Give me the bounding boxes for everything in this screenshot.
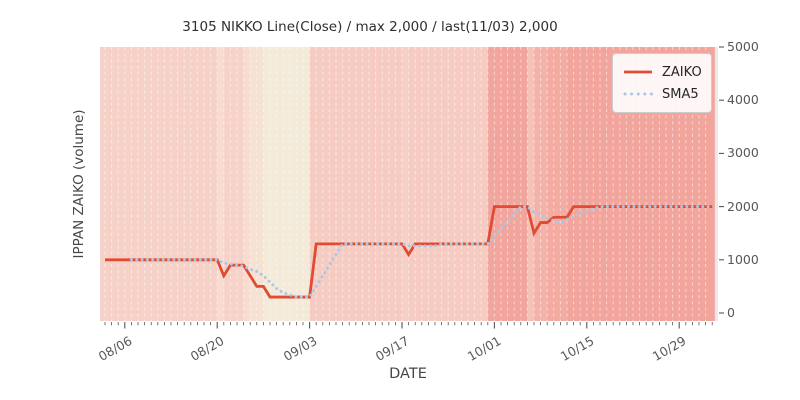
y-tick-label: 5000 xyxy=(727,39,759,54)
y-tick-label: 0 xyxy=(727,305,735,320)
legend-label-sma5: SMA5 xyxy=(662,86,699,102)
chart-title: 3105 NIKKO Line(Close) / max 2,000 / las… xyxy=(182,19,558,35)
x-tick-label: 10/15 xyxy=(557,333,597,365)
plot-canvas xyxy=(100,47,715,321)
y-axis-label: IPPAN ZAIKO (volume) xyxy=(71,109,87,259)
legend: ZAIKO SMA5 xyxy=(612,53,712,113)
x-tick-label: 10/01 xyxy=(465,333,504,365)
x-tick-label: 09/17 xyxy=(372,333,412,365)
x-tick-label: 08/06 xyxy=(95,333,135,365)
x-axis-label: DATE xyxy=(389,366,427,382)
zaiko-line-swatch xyxy=(624,70,652,74)
legend-item-sma5: SMA5 xyxy=(623,83,701,105)
y-tick-label: 4000 xyxy=(727,92,759,108)
x-tick-label: 10/29 xyxy=(649,333,689,365)
legend-label-zaiko: ZAIKO xyxy=(662,64,702,80)
y-tick-label: 2000 xyxy=(727,198,759,214)
x-tick-label: 08/20 xyxy=(187,333,227,365)
legend-item-zaiko: ZAIKO xyxy=(623,61,702,83)
y-tick-label: 1000 xyxy=(727,251,759,267)
y-tick-label: 3000 xyxy=(727,145,759,161)
sma5-line-swatch xyxy=(623,92,653,96)
x-tick-label: 09/03 xyxy=(280,333,320,365)
